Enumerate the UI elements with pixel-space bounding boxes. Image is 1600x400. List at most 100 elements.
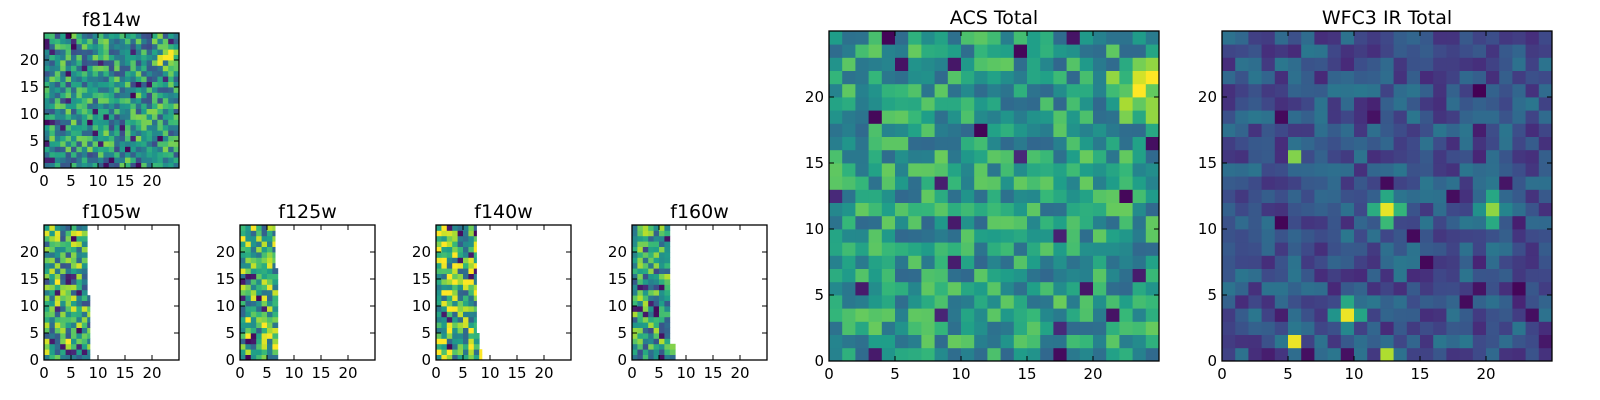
heatmap-cell <box>653 338 660 345</box>
heatmap-cell <box>250 279 257 285</box>
heatmap-cell <box>1145 57 1160 71</box>
heatmap-cell <box>1000 123 1015 137</box>
heatmap-cell <box>1119 215 1133 230</box>
heatmap-cell <box>173 70 180 77</box>
heatmap-cell <box>473 262 477 269</box>
heatmap-cell <box>1093 31 1107 45</box>
heatmap-cell <box>1132 189 1147 203</box>
heatmap-cell <box>108 43 115 50</box>
heatmap-cell <box>1013 202 1028 217</box>
heatmap-cell <box>1459 229 1474 243</box>
heatmap-cell <box>1486 295 1500 309</box>
heatmap-cell <box>108 135 115 142</box>
heatmap-cell <box>49 284 56 291</box>
heatmap-cell <box>267 327 273 334</box>
heatmap-cell <box>1459 215 1474 230</box>
heatmap-cell <box>1119 44 1133 58</box>
heatmap-cell <box>446 306 453 312</box>
heatmap-cell <box>60 65 66 72</box>
heatmap-cell <box>1093 281 1107 296</box>
heatmap-cell <box>1433 83 1447 98</box>
heatmap-cell <box>1235 281 1249 296</box>
heatmap-cell <box>895 110 909 124</box>
heatmap-cell <box>637 354 644 361</box>
heatmap-cell <box>1499 295 1513 309</box>
heatmap-cell <box>1433 347 1447 362</box>
heatmap-cell <box>141 81 147 88</box>
heatmap-cell <box>934 176 949 190</box>
heatmap-cell <box>1472 83 1487 98</box>
heatmap-cell <box>1301 308 1315 322</box>
heatmap-cell <box>44 135 50 142</box>
heatmap-cell <box>250 306 257 312</box>
heatmap-cell <box>103 60 110 66</box>
heatmap-cell <box>44 87 50 93</box>
heatmap-cell <box>1288 57 1302 71</box>
heatmap-cell <box>947 70 962 85</box>
heatmap-cell <box>1261 123 1276 137</box>
heatmap-cell <box>71 257 77 264</box>
heatmap-cell <box>173 114 180 120</box>
heatmap-cell <box>463 322 469 328</box>
heatmap-cell <box>71 70 77 77</box>
heatmap-cell <box>54 38 61 45</box>
heatmap-cell <box>60 54 66 61</box>
heatmap-cell <box>1132 97 1147 111</box>
heatmap-cell <box>653 327 660 334</box>
heatmap-cell <box>157 65 164 72</box>
heatmap-cell <box>974 295 988 309</box>
heatmap-cell <box>60 354 66 361</box>
heatmap-cell <box>1406 255 1421 269</box>
heatmap-cell <box>49 151 56 158</box>
heatmap-cell <box>1433 321 1447 335</box>
heatmap-cell <box>1512 242 1526 256</box>
heatmap-cell <box>855 57 869 71</box>
x-tick-label: 20 <box>338 364 357 382</box>
heatmap-cell <box>1393 334 1408 349</box>
heatmap-cell <box>1000 189 1015 203</box>
heatmap-cell <box>65 162 72 169</box>
heatmap-cell <box>1327 97 1342 111</box>
heatmap-cell <box>141 103 147 109</box>
heatmap-cell <box>81 284 88 291</box>
heatmap-cell <box>1380 189 1394 203</box>
heatmap-cell <box>65 76 72 82</box>
y-tick-label: 15 <box>412 270 431 288</box>
heatmap-cell <box>1472 57 1487 71</box>
heatmap-cell <box>637 252 644 258</box>
heatmap-cell <box>1288 281 1302 296</box>
heatmap-cell <box>54 279 61 285</box>
heatmap-cell <box>855 189 869 203</box>
heatmap-cell <box>152 119 158 126</box>
heatmap-cell <box>245 246 252 253</box>
heatmap-cell <box>452 241 458 247</box>
heatmap-cell <box>1354 229 1368 243</box>
heatmap-cell <box>947 83 962 98</box>
heatmap-cell <box>1433 123 1447 137</box>
heatmap-cell <box>974 110 988 124</box>
heatmap-cell <box>1367 44 1381 58</box>
heatmap-cell <box>1288 44 1302 58</box>
heatmap-cell <box>855 334 869 349</box>
heatmap-cell <box>1314 255 1328 269</box>
heatmap-cell <box>947 97 962 111</box>
heatmap-cell <box>71 343 77 350</box>
heatmap-cell <box>1459 347 1474 362</box>
heatmap-cell <box>1486 97 1500 111</box>
heatmap-cell <box>162 60 169 66</box>
heatmap-cell <box>1274 110 1289 124</box>
heatmap-cell <box>1446 347 1460 362</box>
heatmap-cell <box>1235 70 1249 85</box>
heatmap-cell <box>664 295 671 301</box>
heatmap-cell <box>1132 57 1147 71</box>
heatmap-cell <box>1301 83 1315 98</box>
heatmap-cell <box>1261 97 1276 111</box>
heatmap-cell <box>961 31 975 45</box>
heatmap-cell <box>92 146 99 153</box>
heatmap-cell <box>92 92 99 99</box>
heatmap-cell <box>1459 268 1474 283</box>
heatmap-cell <box>648 235 654 242</box>
heatmap-cell <box>135 141 142 147</box>
heatmap-cell <box>1393 255 1408 269</box>
heatmap-cell <box>473 289 477 296</box>
